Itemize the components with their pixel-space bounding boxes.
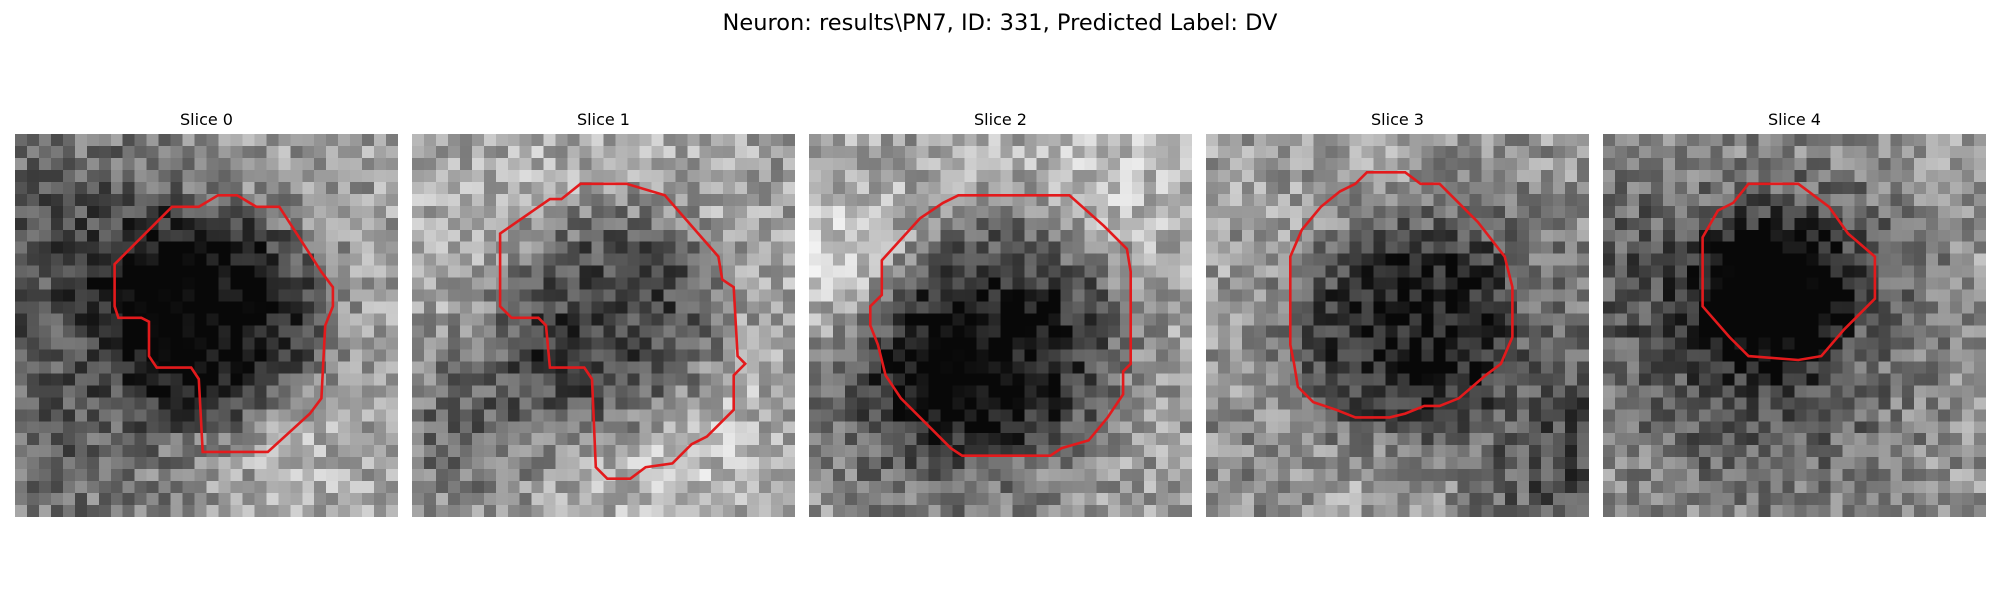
slice-panel-2 bbox=[809, 134, 1192, 517]
neuron-contour-2 bbox=[868, 193, 1133, 458]
slice-title-4: Slice 4 bbox=[1768, 110, 1821, 129]
contour-overlay-2 bbox=[868, 193, 1133, 458]
slice-panel-4 bbox=[1603, 134, 1986, 517]
neuron-contour-4 bbox=[1701, 182, 1877, 362]
slice-panel-3 bbox=[1206, 134, 1589, 517]
microscopy-image-4 bbox=[1603, 134, 1986, 517]
neuron-contour-1 bbox=[498, 182, 748, 481]
contour-overlay-0 bbox=[113, 193, 335, 454]
neuron-contour-3 bbox=[1289, 170, 1514, 419]
contour-overlay-4 bbox=[1701, 182, 1877, 362]
microscopy-image-3 bbox=[1206, 134, 1589, 517]
microscopy-image-1 bbox=[412, 134, 795, 517]
contour-overlay-1 bbox=[498, 182, 748, 481]
slice-title-3: Slice 3 bbox=[1371, 110, 1424, 129]
slice-panel-0 bbox=[15, 134, 398, 517]
neuron-contour-0 bbox=[113, 193, 335, 454]
microscopy-image-2 bbox=[809, 134, 1192, 517]
contour-overlay-3 bbox=[1289, 170, 1514, 419]
slice-title-0: Slice 0 bbox=[180, 110, 233, 129]
slice-panel-1 bbox=[412, 134, 795, 517]
figure-title: Neuron: results\PN7, ID: 331, Predicted … bbox=[722, 10, 1278, 36]
slice-title-1: Slice 1 bbox=[577, 110, 630, 129]
slice-title-2: Slice 2 bbox=[974, 110, 1027, 129]
